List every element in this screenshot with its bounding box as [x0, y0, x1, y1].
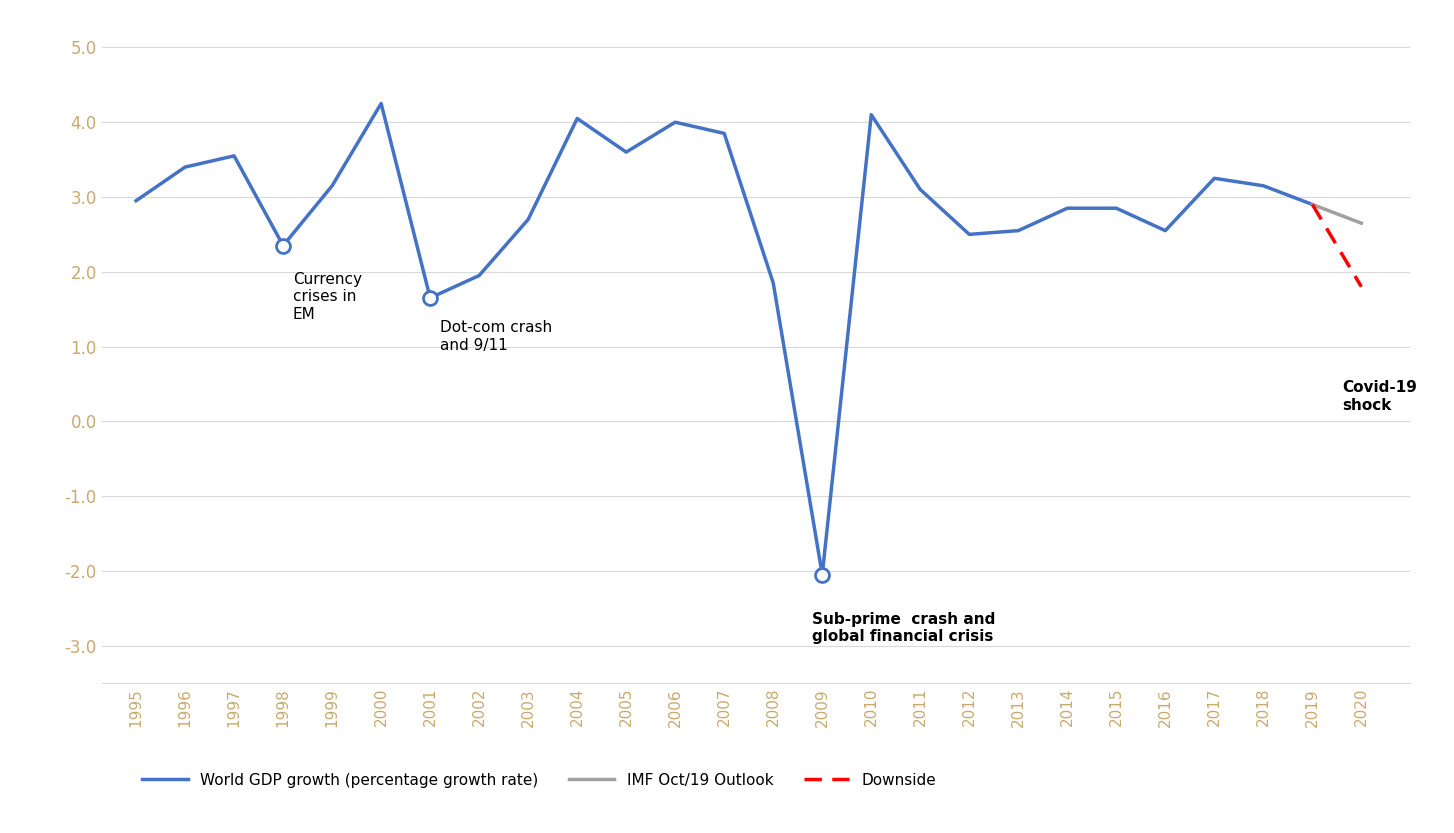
Legend: World GDP growth (percentage growth rate), IMF Oct/19 Outlook, Downside: World GDP growth (percentage growth rate…: [135, 766, 942, 794]
Text: Sub-prime  crash and
global financial crisis: Sub-prime crash and global financial cri…: [813, 612, 996, 645]
Text: Dot-com crash
and 9/11: Dot-com crash and 9/11: [441, 321, 553, 352]
Text: Covid-19
shock: Covid-19 shock: [1342, 380, 1416, 412]
Text: Currency
crises in
EM: Currency crises in EM: [292, 272, 362, 322]
